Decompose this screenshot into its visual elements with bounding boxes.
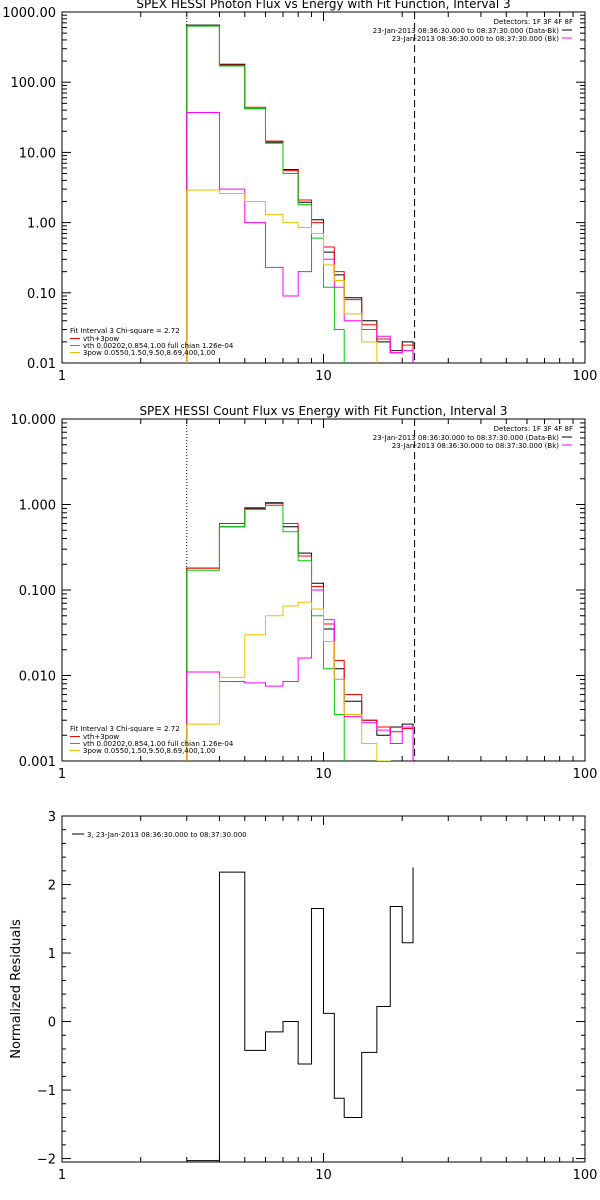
x-tick-label: 10 [315, 1168, 332, 1183]
series-line-3 [186, 505, 345, 761]
legend-entry: 23-Jan-2013 08:36:30.000 to 08:37:30.000… [373, 27, 560, 35]
legend-entry: 3, 23-Jan-2013 08:36:30.000 to 08:37:30.… [87, 831, 247, 839]
chart-title: SPEX HESSI Count Flux vs Energy with Fit… [139, 404, 507, 418]
x-tick-label: 1 [58, 767, 66, 782]
y-tick-label: 0.01 [27, 357, 56, 372]
series-line-1 [186, 24, 414, 363]
axes-frame [61, 11, 586, 364]
y-tick-label: −2 [37, 1153, 56, 1168]
y-tick-label: 1000.00 [2, 6, 56, 21]
fit-legend-entry: 3pow 0.0550,1.50,9.50,8.69,400,1.00 [83, 349, 215, 357]
legend-entry: 23-Jan-2013 08:36:30.000 to 08:37:30.000… [392, 35, 560, 43]
x-tick-label: 10 [315, 767, 332, 782]
legend-entry: 23-Jan-2013 08:36:30.000 to 08:37:30.000… [392, 442, 560, 450]
y-tick-label: −1 [37, 1084, 56, 1099]
x-tick-label: 10 [315, 369, 332, 384]
fit-legend-entry: vth 0.00202,0.854,1.00 full chian 1.26e-… [83, 342, 234, 350]
y-tick-label: 10.00 [19, 146, 56, 161]
legend-title: Detectors: 1F 3F 4F 8F [494, 425, 573, 433]
x-tick-label: 100 [573, 767, 598, 782]
x-tick-label: 1 [58, 1168, 66, 1183]
fit-legend-title: Fit Interval 3 Chi-square = 2.72 [70, 725, 180, 733]
plot-area [186, 12, 416, 363]
y-tick-label: 1.000 [19, 499, 56, 514]
x-tick-label: 100 [573, 1168, 598, 1183]
plot-area [186, 867, 414, 1162]
y-axis-label: Normalized Residuals [9, 919, 24, 1059]
y-tick-label: 0.001 [19, 755, 56, 770]
fit-legend-title: Fit Interval 3 Chi-square = 2.72 [70, 327, 180, 335]
series-line-4 [186, 589, 414, 761]
series-line-5 [186, 189, 378, 363]
plot-area [186, 419, 416, 761]
y-tick-label: 0 [48, 1016, 56, 1031]
y-tick-label: 0.100 [19, 584, 56, 599]
y-tick-label: 2 [48, 879, 56, 894]
series-line-5 [186, 601, 391, 761]
y-tick-label: 1 [48, 947, 56, 962]
y-tick-label: 10.000 [11, 413, 57, 428]
fit-legend-entry: vth+3pow [83, 335, 119, 343]
y-tick-label: 1.00 [27, 217, 56, 232]
y-tick-label: 100.00 [11, 76, 57, 91]
legend-entry: 23-Jan-2013 08:36:30.000 to 08:37:30.000… [373, 434, 560, 442]
x-tick-label: 1 [58, 369, 66, 384]
x-tick-label: 100 [573, 369, 598, 384]
legend-title: Detectors: 1F 3F 4F 8F [494, 18, 573, 26]
chart-panel-2: SPEX HESSI Count Flux vs Energy with Fit… [11, 404, 598, 782]
y-tick-label: 0.010 [19, 670, 56, 685]
chart-panel-1: SPEX HESSI Photon Flux vs Energy with Fi… [2, 0, 597, 384]
y-tick-label: 3 [48, 810, 56, 825]
fit-legend-entry: vth+3pow [83, 733, 119, 741]
fit-legend-entry: vth 0.00202,0.854,1.00 full chian 1.26e-… [83, 740, 234, 748]
residual-line [186, 867, 414, 1162]
y-tick-label: 0.10 [27, 287, 56, 302]
series-line-3 [186, 25, 345, 363]
fit-legend-entry: 3pow 0.0550,1.50,9.50,8.69,400,1.00 [83, 747, 215, 755]
chart-title: SPEX HESSI Photon Flux vs Energy with Fi… [136, 0, 510, 11]
